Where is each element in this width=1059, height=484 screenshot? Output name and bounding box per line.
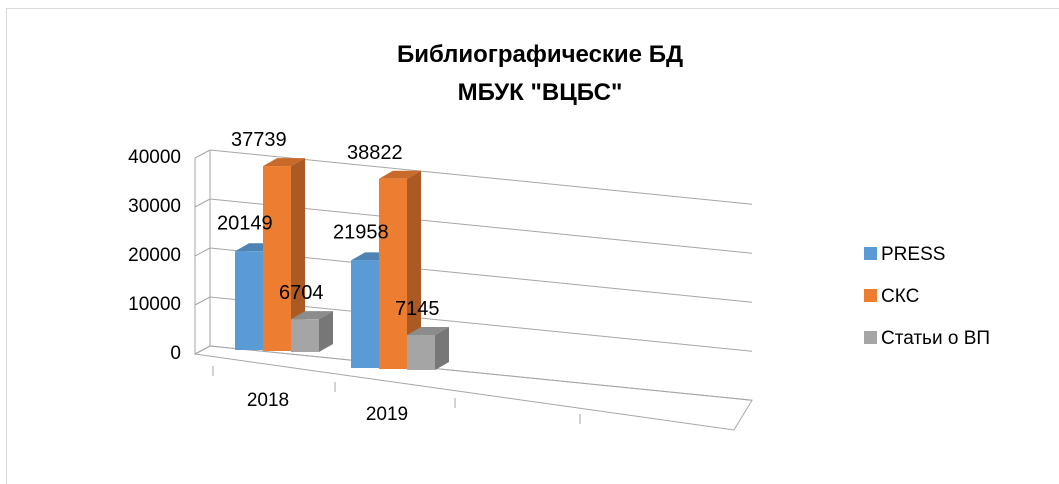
x-category-label: 2018 [247,390,289,411]
legend-swatch [864,331,877,344]
y-tick-label: 40000 [128,147,181,168]
axis-layer: 0 10000 20000 30000 40000 [128,147,753,431]
bar [407,334,435,370]
legend: PRESS СКС Статьи о ВП [864,244,990,349]
bar [291,319,319,352]
chart-title-line-1: Библиографические БД [397,41,683,68]
y-tick-label: 20000 [128,245,181,266]
data-label: 21958 [333,221,389,243]
legend-swatch [864,247,877,260]
data-label: 6704 [279,282,324,304]
y-tick-label: 30000 [128,196,181,217]
legend-label: Статьи о ВП [881,328,990,349]
x-category-label: 2019 [366,404,408,425]
gridline-side [194,296,211,306]
gridline-side [194,198,211,208]
bar-side [291,158,305,351]
legend-label: СКС [881,286,919,307]
gridline-side [194,247,211,257]
bar [379,178,407,369]
data-label: 37739 [231,129,287,151]
data-label: 7145 [395,298,440,320]
bars-layer [235,158,449,370]
bar-top [291,311,333,320]
labels-layer: 20149 37739 6704 2018 21958 38822 7145 2019 [217,129,440,425]
bar [235,251,263,350]
y-tick-label: 0 [170,343,181,364]
bar [351,260,379,368]
bar-top [379,170,421,179]
bar-top [263,158,305,167]
legend-swatch [864,289,877,302]
bar-side [319,311,333,352]
bar-side [407,170,421,369]
bar-side [435,326,449,370]
chart-area [6,8,1059,484]
bar [263,166,291,351]
bar-top [407,326,449,335]
chart-title-line-2: МБУК "ВЦБС" [458,79,623,106]
floor [193,345,753,431]
legend-label: PRESS [881,244,945,265]
y-tick-label: 10000 [128,294,181,315]
data-label: 20149 [217,212,273,234]
gridline-side [194,149,211,159]
data-label: 38822 [347,142,403,164]
